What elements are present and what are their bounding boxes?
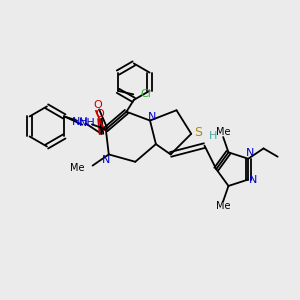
Text: Me: Me — [216, 201, 230, 211]
Text: S: S — [194, 126, 202, 139]
Text: N: N — [249, 175, 258, 184]
Text: Me: Me — [216, 127, 230, 137]
Text: N: N — [148, 112, 157, 122]
Text: Cl: Cl — [140, 89, 151, 99]
Text: H: H — [208, 131, 217, 141]
Text: N: N — [102, 155, 111, 165]
Text: Me: Me — [70, 163, 84, 173]
Text: NH: NH — [72, 117, 89, 127]
Text: N: N — [245, 148, 254, 158]
Text: O: O — [93, 100, 102, 110]
Text: NH: NH — [79, 118, 96, 128]
Text: O: O — [96, 109, 104, 119]
